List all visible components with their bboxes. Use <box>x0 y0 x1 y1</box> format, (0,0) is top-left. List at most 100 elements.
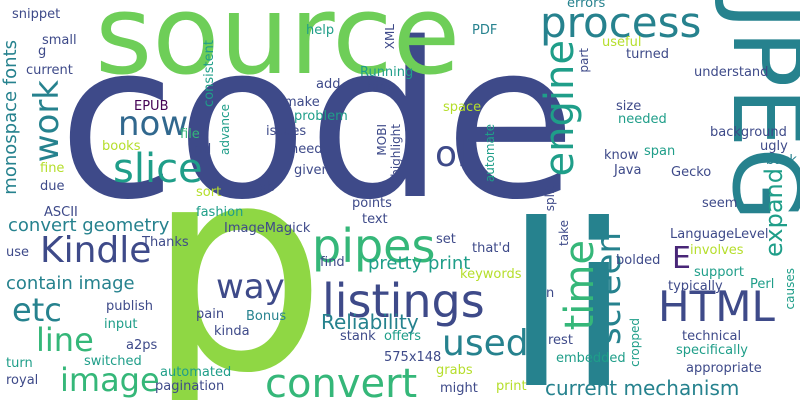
word-offers: offers <box>384 329 422 344</box>
word-consistent: consistent <box>202 40 217 107</box>
word-keywords: keywords <box>460 267 522 282</box>
word-epub: EPUB <box>134 99 169 114</box>
word-take: take <box>557 220 571 246</box>
word-input: input <box>104 317 138 332</box>
word-jpeg: JPEG <box>711 2 800 221</box>
word-size: size <box>616 99 642 114</box>
word-switched: switched <box>84 354 142 369</box>
word-automate: automate <box>483 124 497 183</box>
word-needed: needed <box>618 112 667 127</box>
word-kinda: kinda <box>214 324 250 339</box>
word-due: due <box>40 179 65 194</box>
word-convert-big: convert <box>265 361 418 400</box>
word-expand: expand <box>760 168 788 257</box>
word-xml: XML <box>383 24 397 50</box>
word-problem: problem <box>294 109 348 124</box>
word-technical: technical <box>682 329 742 344</box>
word-use: use <box>6 245 30 260</box>
word-sort: sort <box>196 185 222 200</box>
word-help: help <box>306 23 335 38</box>
word-typically: typically <box>668 279 723 294</box>
word-useful: useful <box>602 35 642 50</box>
word-background: background <box>710 125 787 140</box>
word-space: space <box>443 100 482 115</box>
word-image: image <box>60 361 160 399</box>
word-thing: thing <box>362 80 396 95</box>
word-code: code <box>58 0 577 247</box>
word-process: process <box>540 0 702 47</box>
word-print: print <box>496 379 527 394</box>
word-screen: screen <box>589 232 629 346</box>
word-etc: etc <box>12 291 62 329</box>
word-fashion: fashion <box>196 205 244 220</box>
word-thatd: that'd <box>472 241 511 256</box>
word-mobi: MOBI <box>375 124 389 156</box>
word-turned: turned <box>626 47 669 62</box>
word-highlight: highlight <box>389 124 403 177</box>
word-text: text <box>362 212 388 227</box>
word-monospace-fonts: monospace fonts <box>0 40 21 195</box>
word-books: books <box>102 139 141 154</box>
word-stank: stank <box>340 329 376 344</box>
word-snippet: snippet <box>12 7 61 22</box>
word-gecko: Gecko <box>671 165 712 180</box>
word-line: line <box>36 321 94 359</box>
word-java: Java <box>614 163 642 178</box>
word-a2ps: a2ps <box>126 338 158 353</box>
word-thanks: Thanks <box>142 235 189 250</box>
word-automated: automated <box>160 365 232 380</box>
word-bolded: bolded <box>616 253 661 268</box>
word-way: way <box>216 267 285 307</box>
word-find: find <box>320 255 345 270</box>
word-listings: listings <box>322 274 485 328</box>
word-current-mechanism: current mechanism <box>545 376 740 400</box>
word-span: span <box>644 144 676 159</box>
word-n: n <box>546 286 555 301</box>
word-issues: issues <box>266 124 307 139</box>
word-needs: needs <box>290 142 330 157</box>
word-575x148: 575x148 <box>384 350 442 365</box>
word-languagelevel: LanguageLevel <box>670 227 769 242</box>
word-perl: Perl <box>750 277 775 292</box>
word-small: small <box>42 33 77 48</box>
word-publish: publish <box>106 299 153 314</box>
word-imagemagick: ImageMagick <box>224 221 311 236</box>
word-fine: fine <box>40 161 65 176</box>
word-li: li <box>505 177 631 400</box>
word-source: source <box>95 0 461 99</box>
word-ol: ol <box>435 134 468 175</box>
word-g: g <box>38 44 47 59</box>
word-understand: understand <box>694 65 769 80</box>
word-kindle: Kindle <box>40 230 152 271</box>
word-involves: involves <box>690 243 744 258</box>
word-advance: advance <box>218 104 232 156</box>
word-part: part <box>577 48 591 73</box>
word-ugly: ugly <box>760 139 788 154</box>
word-seem: seem <box>702 196 738 211</box>
word-current: current <box>26 63 73 78</box>
word-now: now <box>118 104 189 144</box>
word-errors: errors <box>567 0 606 11</box>
word-tab: tab <box>254 180 276 195</box>
word-embedded: embedded <box>556 351 626 366</box>
word-pain: pain <box>196 307 225 322</box>
word-specifically: specifically <box>676 343 749 358</box>
word-add: add <box>316 77 341 92</box>
word-might: might <box>440 381 478 396</box>
word-make: make <box>284 95 320 110</box>
word-points: points <box>352 196 392 211</box>
word-rid: rid <box>194 142 212 157</box>
word-rest: rest <box>548 333 573 348</box>
word-used: used <box>442 323 529 364</box>
word-p: p <box>146 104 327 400</box>
word-cropped: cropped <box>628 318 642 367</box>
word-support: support <box>694 265 744 280</box>
word-ascii: ASCII <box>44 205 78 220</box>
word-appropriate: appropriate <box>686 361 762 376</box>
word-causes: causes <box>783 268 797 310</box>
word-engine: engine <box>537 40 583 177</box>
word-royal: royal <box>6 373 39 388</box>
word-running: Running <box>360 65 414 80</box>
word-pagination: pagination <box>155 379 225 394</box>
